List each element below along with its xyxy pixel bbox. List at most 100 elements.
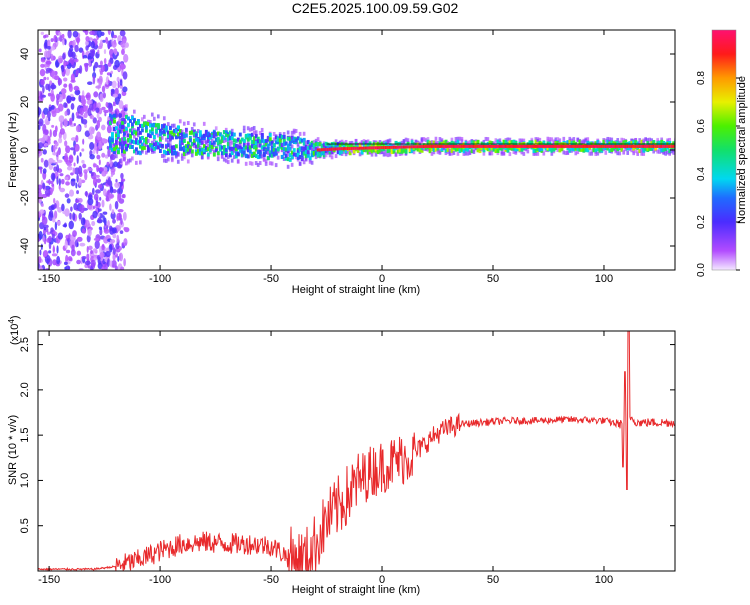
heatmap-cell [103,109,109,114]
heatmap-cell [117,135,120,140]
heatmap-cell [38,107,42,116]
heatmap-cell [496,145,500,150]
heatmap-cell [260,154,264,159]
heatmap-y-tick-label: -40 [19,238,31,254]
heatmap-cell [444,139,448,144]
heatmap-cell [180,140,184,145]
heatmap-cell [94,61,99,69]
heatmap-cell [83,112,88,119]
heatmap-cell [488,146,492,151]
heatmap-cell [202,144,206,149]
heatmap-cell [230,158,234,163]
heatmap-cell [608,144,612,148]
heatmap-cell [156,145,160,150]
heatmap-cell [129,133,132,138]
heatmap-cell [632,151,636,156]
heatmap-cell [500,146,504,151]
heatmap-cell [528,144,532,148]
heatmap-cell [200,149,204,154]
heatmap-cell [422,146,426,151]
heatmap-cell [204,140,208,145]
heatmap-cell [168,146,172,151]
heatmap-cell [484,144,488,148]
heatmap-cell [196,140,200,145]
heatmap-cell [250,151,254,156]
heatmap-cell [226,145,230,150]
heatmap-cell [242,138,246,143]
heatmap-cell [49,129,52,138]
heatmap-cell [124,42,129,48]
heatmap-cell [522,151,526,156]
heatmap-cell [96,178,102,183]
heatmap-cell [232,142,236,147]
heatmap-cell [610,144,614,148]
heatmap-cell [190,126,194,131]
heatmap-cell [218,146,222,151]
heatmap-cell [502,139,506,144]
heatmap-cell [70,172,74,176]
heatmap-cell [144,136,148,141]
heatmap-cell [484,136,488,141]
heatmap-cell [63,39,67,46]
heatmap-cell [246,154,250,159]
heatmap-cell [74,44,79,53]
heatmap-cell [274,135,278,140]
heatmap-cell [208,133,212,138]
heatmap-cell [310,153,314,158]
heatmap-cell [86,253,90,261]
heatmap-cell [552,147,556,152]
colorbar: 0.00.20.40.60.8 Normalized spectral ampl… [696,29,748,277]
heatmap-cell [224,130,228,135]
heatmap-cell [40,166,43,175]
heatmap-cell [127,122,130,127]
heatmap-cell [212,131,216,136]
heatmap-cell [290,130,294,135]
heatmap-cell [370,152,374,157]
heatmap-cell [51,110,57,118]
heatmap-cell [208,144,212,149]
heatmap-cell [276,137,280,142]
heatmap-cell [514,147,518,152]
heatmap-cell [418,148,422,153]
heatmap-cell [318,142,322,147]
heatmap-cell [284,147,288,152]
heatmap-cell [256,139,260,144]
heatmap-cell [103,217,107,226]
heatmap-cell [558,142,562,147]
heatmap-cell [654,146,658,151]
heatmap-cell [312,150,316,155]
heatmap-cell [198,130,202,135]
heatmap-cell [53,202,57,209]
heatmap-cell [370,146,374,150]
heatmap-cell [598,146,602,151]
heatmap-cell [125,144,128,149]
heatmap-cell [256,162,260,167]
heatmap-cell [222,136,226,141]
heatmap-cell [69,189,75,197]
heatmap-x-tick-label: -100 [149,273,171,285]
heatmap-cell [54,221,58,231]
heatmap-cell [658,149,662,154]
heatmap-cell [184,151,188,156]
heatmap-cell [464,147,468,152]
heatmap-cell [66,166,73,171]
heatmap-cell [109,113,112,118]
heatmap-cell [428,144,432,148]
heatmap-cell [92,210,98,219]
heatmap-cell [194,151,198,156]
heatmap-cell [414,146,418,151]
heatmap-cell [119,129,122,134]
heatmap-cell [121,137,124,142]
heatmap-cell [130,144,134,149]
heatmap-cell [626,146,630,151]
heatmap-cell [138,123,142,128]
heatmap-cell [634,141,638,146]
heatmap-cell [434,147,438,152]
heatmap-cell [276,147,280,152]
heatmap-cell [101,124,106,131]
heatmap-cell [166,150,170,155]
heatmap-cell [238,132,242,137]
heatmap-cell [412,145,416,149]
heatmap-cell [422,145,426,149]
heatmap-cell [322,149,326,154]
